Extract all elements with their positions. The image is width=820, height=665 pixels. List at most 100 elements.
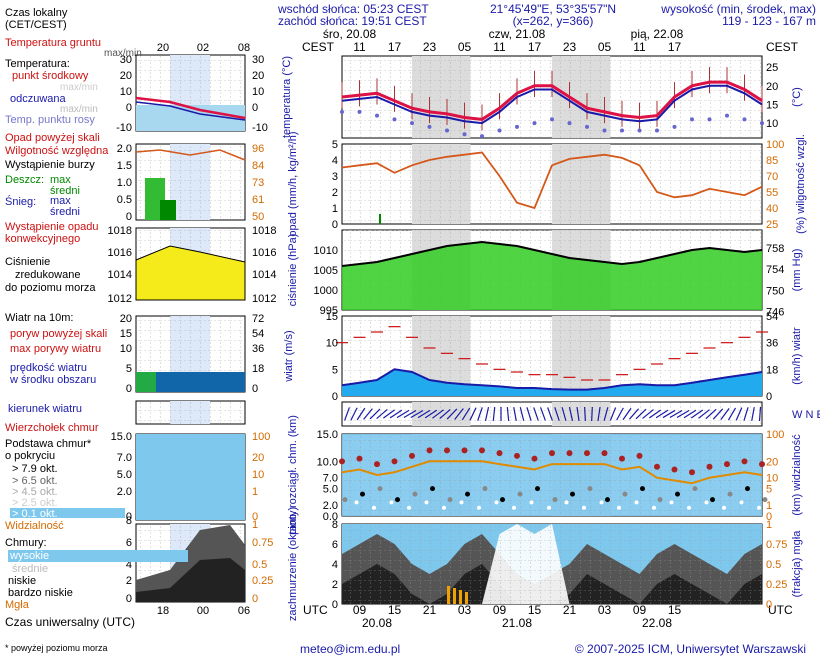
fog-tick-right: 0 [766,599,772,611]
temp-ylabel-left: temperatura (°C) [281,56,293,138]
cloud-base-dot [623,492,628,497]
cloud-top-dot [619,456,625,462]
cloud-base-dot [605,497,610,502]
mini-wind-tick-right: 54 [252,328,264,340]
legend-temperature: Temperatura: [5,58,70,70]
fog-bar [453,588,456,604]
bottom-hour-label: 15 [528,603,542,617]
cloud-base-dot-low [460,500,464,504]
fog-bar [465,592,468,604]
legend-gust-over: poryw powyżej skali [10,328,107,340]
pressure-tick-right: 758 [766,243,784,255]
mini-cover-tick-left: 0 [126,593,132,605]
mini-pressure-tick-left: 1012 [108,293,132,305]
mini-utc-tick: 18 [157,605,169,617]
cover-tick-left: 4 [332,559,338,571]
bottom-axis-utc-left: UTC [303,603,328,617]
cloud-base-dot [710,497,715,502]
precip-tick-left: 1 [332,203,338,215]
mini-fog-tick-right: 0.25 [252,575,273,587]
cloud-base-dot-low [652,506,656,510]
legend-high: wysokie [9,550,49,562]
cloud-top-dot [742,458,748,464]
legend-humidity: Wilgotność względna [5,145,109,157]
mini-utc-tick: 00 [197,605,209,617]
legend-fog: Mgła [5,599,30,611]
cloud-top-dot [689,469,695,475]
cloud-base-dot [535,486,540,491]
legend-okt5: > 0.1 okt. [12,508,58,520]
footer-email[interactable]: meteo@icm.edu.pl [300,642,400,656]
visibility-tick-right: 5 [766,484,772,496]
pressure-tick-left: 1000 [314,285,338,297]
legend-okt1: > 7.9 okt. [12,463,58,475]
mini-fog-tick-right: 0.75 [252,537,273,549]
cloud-top-dot [374,461,380,467]
mini-grid-4 [136,401,245,424]
dew-point-dot [690,117,694,121]
dew-point-dot [480,134,484,138]
sunset-text: zachód słońca: 19:51 CEST [278,14,427,28]
mini-pressure-tick-left: 1014 [108,269,132,281]
pressure-tick-right: 754 [766,264,784,276]
top-hour-label: 05 [598,40,612,54]
mini-humidity-tick: 96 [252,143,264,155]
cloud-base-dot-low [635,500,639,504]
dew-point-dot [358,110,362,114]
humidity-tick-right: 25 [766,219,778,231]
cloud-base-dot-low [390,500,394,504]
mini-fog-tick-right: 1 [252,519,258,531]
legend-precip-over: Opad powyżej skali [5,132,100,144]
legend-felt: odczuwana [10,93,67,105]
dew-point-dot [638,129,642,133]
dew-point-dot [463,132,467,136]
top-day-label: śro, 20.08 [323,27,377,41]
mini-wind-tick-right: 36 [252,343,264,355]
fog-tick-right: 0.75 [766,539,787,551]
mini-precip-tick: 2.0 [117,143,132,155]
pressure-ylabel-right: (mm Hg) [791,249,803,292]
legend-local-time-sub: (CET/CEST) [5,19,67,31]
dew-point-dot [620,129,624,133]
legend-conv: Wystąpienie opadu [5,221,98,233]
cover-tick-left: 6 [332,539,338,551]
legend-pressure3: do poziomu morza [5,282,96,294]
dew-point-dot [603,129,607,133]
legend-visibility: Widzialność [5,520,64,532]
mini-wind-tick-left: 0 [126,383,132,395]
elevation-values: 119 - 123 - 167 m [722,14,816,28]
cloud-base-dot [378,486,383,491]
mini-temp-tick-left: 10 [120,86,132,98]
cloud-base-dot-low [442,506,446,510]
precip-tick-left: 2 [332,187,338,199]
fog-tick-right: 1 [766,519,772,531]
mini-temp-tick-right: 0 [252,102,258,114]
cloud-top-dot [392,458,398,464]
cloud-top-dot [672,467,678,473]
wind-ylabel-right: (km/h) wiatr [791,327,803,385]
mini-vis-tick-right: 100 [252,431,270,443]
mini-temp-tick-right: -10 [252,122,268,134]
cloud-top-dot [724,461,730,467]
cloud-base-dot [570,492,575,497]
humidity-tick-right: 70 [766,171,778,183]
mini-vis-tick-right: 20 [252,452,264,464]
cloud-base-dot [360,492,365,497]
pressure-tick-left: 1010 [314,245,338,257]
top-hour-label: 23 [563,40,577,54]
fog-ylabel-right: (frakcja) mgła [791,530,803,598]
mini-vis-tick-right: 10 [252,469,264,481]
bottom-hour-label: 09 [353,603,367,617]
grid-text: (x=262, y=366) [513,14,594,28]
mini-local-tick: 02 [197,42,209,54]
mini-cloud-tick-left: 15.0 [111,431,132,443]
wind-tick-right: 0 [766,391,772,403]
humidity-tick-right: 40 [766,203,778,215]
cloud-base-dot-low [495,500,499,504]
temp-tick-right: 10 [766,118,778,130]
mini-pressure-tick-right: 1014 [252,269,276,281]
cloud-base-dot-low [705,500,709,504]
